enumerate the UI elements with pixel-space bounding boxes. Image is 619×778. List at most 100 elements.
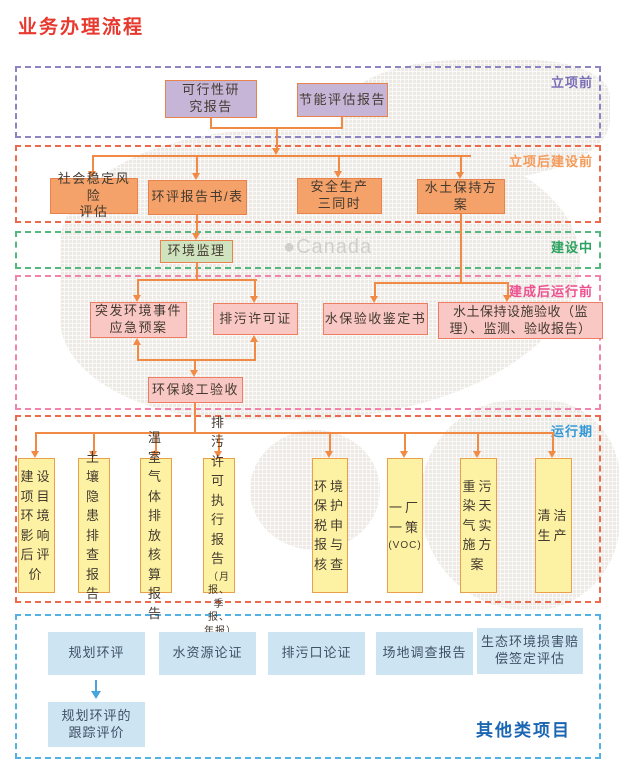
section-label: 建成后运行前	[508, 284, 593, 299]
box-label: 土壤 隐患 排查 报告	[85, 449, 102, 602]
connector-line	[194, 403, 196, 434]
box-label: 清洁 生产	[537, 508, 570, 543]
box-discharge-permit-execution-report: 排污 许可 执行 报告 （月报、 季报、 年报）	[203, 415, 236, 637]
arrowhead-down-icon	[151, 451, 159, 458]
arrowhead-down-icon	[456, 172, 464, 179]
section-label: 其他类项目	[476, 721, 571, 740]
connector-line	[477, 432, 479, 452]
connector-line	[341, 117, 343, 129]
arrowhead-down-icon	[473, 451, 481, 458]
connector-line	[196, 263, 198, 281]
connector-line	[36, 432, 554, 434]
connector-line	[194, 359, 196, 371]
section-label: 运行期	[550, 424, 593, 439]
box-post-project-eia: 建设 项目 环境 影响 后评 价	[18, 458, 55, 593]
box-environmental-completion-acceptance: 环保竣工验收	[148, 377, 243, 403]
connector-line-blue	[95, 680, 97, 693]
connector-line	[276, 127, 278, 149]
connector-line	[374, 282, 376, 296]
arrowhead-down-icon	[91, 691, 101, 699]
box-label: 重污 染天 气实 施方 案	[462, 478, 495, 572]
connector-line	[196, 215, 198, 233]
arrowhead-down-icon	[192, 173, 200, 180]
section-other-projects: 其他类项目	[15, 614, 601, 759]
connector-line	[374, 282, 509, 284]
connector-line	[93, 432, 95, 452]
box-label: 排污 许可 执行 报告	[210, 414, 227, 567]
connector-line	[137, 279, 139, 295]
map-landmass	[420, 400, 619, 610]
box-sublabel: (VOC)	[388, 540, 422, 552]
connector-line	[254, 342, 256, 361]
connector-line	[338, 155, 340, 171]
arrowhead-down-icon	[272, 148, 280, 155]
arrowhead-down-icon	[370, 296, 378, 303]
connector-line	[196, 155, 198, 173]
connector-line	[155, 432, 157, 452]
box-one-factory-one-policy-voc: 一厂 一策 (VOC)	[387, 458, 423, 593]
box-label: 环境 保护 税申 报与 核查	[313, 478, 346, 572]
section-label: 立项后建设前	[508, 154, 593, 169]
section-under-construction: 建设中	[15, 231, 601, 269]
arrowhead-down-icon	[214, 451, 222, 458]
box-soil-water-conservation-plan: 水土保持方案	[417, 179, 505, 214]
box-heavy-pollution-weather-plan: 重污 染天 气实 施方 案	[460, 458, 497, 593]
box-water-resources-demonstration: 水资源论证	[159, 632, 256, 675]
box-clean-production: 清洁 生产	[535, 458, 572, 593]
map-label-canada: ●Canada	[283, 236, 373, 258]
arrowhead-down-icon	[89, 451, 97, 458]
box-sublabel: （月报、 季报、 年报）	[204, 571, 236, 637]
box-emergency-response-plan: 突发环境事件 应急预案	[90, 302, 187, 338]
arrowhead-down-icon	[548, 451, 556, 458]
box-environmental-tax-declaration: 环境 保护 税申 报与 核查	[312, 458, 348, 593]
arrowhead-down-icon	[31, 451, 39, 458]
connector-line	[210, 118, 212, 129]
box-water-conservation-acceptance-certificate: 水保验收鉴定书	[323, 303, 428, 335]
box-soil-hazard-inspection-report: 土壤 隐患 排查 报告	[78, 450, 110, 601]
arrowhead-down-icon	[190, 370, 198, 377]
box-discharge-permit: 排污许可证	[213, 303, 298, 335]
arrowhead-up-icon	[250, 335, 258, 342]
box-outfall-demonstration: 排污口论证	[268, 632, 365, 675]
arrowhead-down-icon	[334, 171, 342, 178]
box-planning-eia: 规划环评	[48, 632, 145, 675]
connector-line	[254, 279, 256, 296]
arrowhead-down-icon	[503, 295, 511, 302]
box-social-stability-risk-assessment: 社会稳定风险 评估	[50, 171, 138, 219]
connector-line	[329, 432, 331, 452]
connector-line	[218, 432, 220, 452]
box-environmental-supervision: 环境监理	[160, 240, 233, 263]
arrowhead-down-icon	[400, 451, 408, 458]
arrowhead-down-icon	[250, 296, 258, 303]
section-operation-period: 运行期	[15, 415, 601, 603]
connector-line	[404, 432, 406, 452]
connector-line	[460, 155, 462, 172]
section-label: 建设中	[550, 240, 593, 255]
box-label: 一厂 一策	[388, 500, 421, 535]
connector-line	[35, 432, 37, 452]
connector-line	[92, 155, 94, 171]
connector-line	[93, 155, 471, 157]
box-label: 建设 项目 环境 影响 后评 价	[20, 469, 53, 582]
box-eco-damage-compensation-assessment: 生态环境损害赔 偿签定评估	[477, 628, 583, 674]
box-energy-evaluation-report: 节能评估报告	[297, 83, 388, 117]
box-safety-three-simultaneous: 安全生产 三同时	[297, 178, 382, 214]
connector-line	[137, 345, 139, 361]
section-post-construction-pre-operation: 建成后运行前	[15, 275, 601, 410]
arrowhead-down-icon	[88, 171, 96, 178]
connector-line	[137, 279, 257, 281]
box-feasibility-study-report: 可行性研 究报告	[165, 80, 257, 118]
connector-line	[137, 359, 256, 361]
arrowhead-down-icon	[192, 233, 200, 240]
section-pre-approval: 立项前	[15, 66, 601, 138]
section-post-approval-pre-construction: 立项后建设前	[15, 145, 601, 223]
connector-line	[460, 214, 462, 284]
box-greenhouse-gas-accounting-report: 温室 气体 排放 核算 报告	[140, 430, 172, 621]
box-soil-water-facility-acceptance: 水土保持设施验收（监 理）、监测、验收报告）	[438, 302, 603, 339]
page-title: 业务办理流程	[18, 17, 145, 38]
connector-line	[552, 432, 554, 452]
arrowhead-down-icon	[133, 295, 141, 302]
arrowhead-up-icon	[133, 338, 141, 345]
arrowhead-down-icon	[325, 451, 333, 458]
